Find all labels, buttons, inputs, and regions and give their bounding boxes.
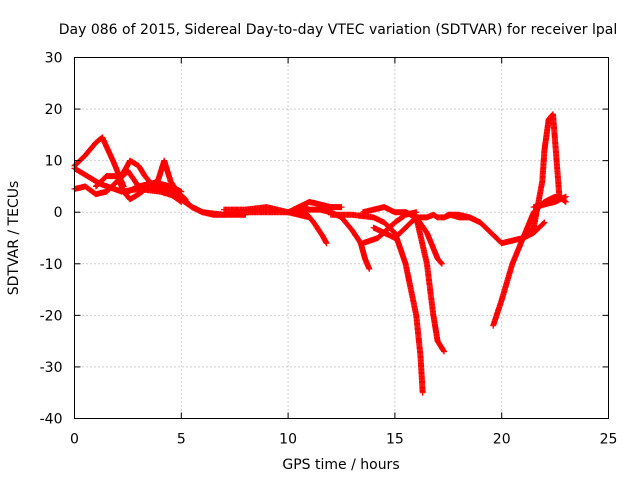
chart-title: Day 086 of 2015, Sidereal Day-to-day VTE… — [59, 22, 617, 38]
series-markers — [118, 157, 189, 203]
series-arc-4 — [118, 157, 189, 203]
y-tick-label: -20 — [40, 308, 63, 324]
axis-ticks: 0 5 10 15 20 25 -40 -30 -20 -10 0 10 20 30 — [40, 51, 618, 448]
series-markers — [520, 111, 569, 241]
y-tick-label: 30 — [45, 51, 63, 67]
series-arc-18 — [530, 193, 569, 211]
series-markers — [124, 183, 313, 221]
x-tick-label: 10 — [279, 432, 297, 448]
y-tick-label: 20 — [45, 102, 63, 118]
x-tick-label: 0 — [70, 432, 79, 448]
y-axis-label: SDTVAR / TECUs — [6, 181, 22, 296]
series-markers — [530, 193, 569, 211]
x-axis-label: GPS time / hours — [282, 457, 399, 473]
x-tick-label: 15 — [386, 432, 404, 448]
y-tick-label: -10 — [40, 257, 63, 273]
series-arc-8 — [285, 209, 330, 247]
x-tick-label: 5 — [177, 432, 186, 448]
y-tick-label: -40 — [40, 412, 63, 428]
plot-frame — [74, 57, 609, 419]
series-arc-6 — [124, 183, 313, 221]
x-tick-label: 25 — [600, 432, 618, 448]
series-markers — [402, 209, 447, 355]
x-tick-label: 20 — [493, 432, 511, 448]
series-markers — [285, 209, 330, 247]
y-tick-label: -30 — [40, 360, 63, 376]
grid-lines — [74, 57, 609, 419]
series-arc-14 — [402, 209, 447, 355]
y-tick-label: 0 — [54, 205, 63, 221]
y-tick-label: 10 — [45, 154, 63, 170]
data-series — [71, 111, 569, 396]
series-arc-17 — [520, 111, 569, 241]
